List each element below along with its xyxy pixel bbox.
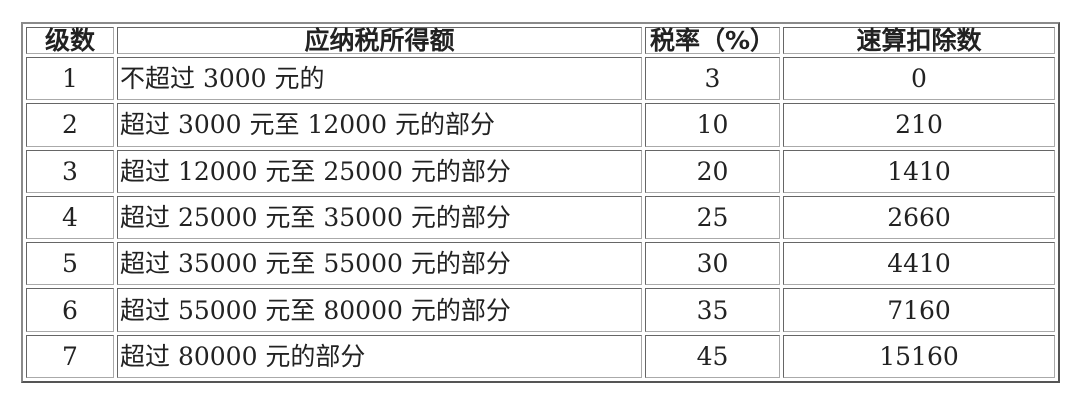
table-row: 3 超过 12000 元至 25000 元的部分 20 1410	[26, 149, 1055, 193]
header-quick-deduction: 速算扣除数	[783, 27, 1055, 54]
table-row: 2 超过 3000 元至 12000 元的部分 10 210	[26, 103, 1055, 147]
level-cell: 6	[26, 288, 114, 332]
tax-rate-cell: 35	[645, 288, 780, 332]
tax-rate-cell: 3	[645, 57, 780, 101]
tax-rate-cell: 30	[645, 242, 780, 286]
taxable-income-cell: 超过 12000 元至 25000 元的部分	[117, 149, 642, 193]
quick-deduction-cell: 4410	[783, 242, 1055, 286]
quick-deduction-cell: 0	[783, 57, 1055, 101]
tax-rate-cell: 20	[645, 149, 780, 193]
taxable-income-cell: 超过 55000 元至 80000 元的部分	[117, 288, 642, 332]
tax-rate-table: 级数 应纳税所得额 税率（%） 速算扣除数 1 不超过 3000 元的 3 0 2 超过 300…	[21, 22, 1060, 383]
header-row: 级数 应纳税所得额 税率（%） 速算扣除数	[26, 27, 1055, 54]
quick-deduction-cell: 2660	[783, 195, 1055, 240]
level-cell: 1	[26, 57, 114, 101]
quick-deduction-cell: 7160	[783, 288, 1055, 332]
header-level: 级数	[26, 27, 114, 54]
tax-rate-cell: 10	[645, 103, 780, 147]
taxable-income-cell: 超过 35000 元至 55000 元的部分	[117, 242, 642, 286]
tax-rate-cell: 45	[645, 334, 780, 378]
header-taxable-income: 应纳税所得额	[117, 27, 642, 54]
table-row: 5 超过 35000 元至 55000 元的部分 30 4410	[26, 242, 1055, 286]
quick-deduction-cell: 210	[783, 103, 1055, 147]
table-row: 6 超过 55000 元至 80000 元的部分 35 7160	[26, 288, 1055, 332]
taxable-income-cell: 超过 3000 元至 12000 元的部分	[117, 103, 642, 147]
level-cell: 5	[26, 242, 114, 286]
header-tax-rate: 税率（%）	[645, 27, 780, 54]
taxable-income-cell: 超过 25000 元至 35000 元的部分	[117, 195, 642, 240]
level-cell: 4	[26, 195, 114, 240]
quick-deduction-cell: 15160	[783, 334, 1055, 378]
table-row: 4 超过 25000 元至 35000 元的部分 25 2660	[26, 195, 1055, 240]
table-row: 1 不超过 3000 元的 3 0	[26, 57, 1055, 101]
tax-rate-cell: 25	[645, 195, 780, 240]
taxable-income-cell: 超过 80000 元的部分	[117, 334, 642, 378]
table-row: 7 超过 80000 元的部分 45 15160	[26, 334, 1055, 378]
taxable-income-cell: 不超过 3000 元的	[117, 57, 642, 101]
level-cell: 2	[26, 103, 114, 147]
level-cell: 7	[26, 334, 114, 378]
quick-deduction-cell: 1410	[783, 149, 1055, 193]
level-cell: 3	[26, 149, 114, 193]
